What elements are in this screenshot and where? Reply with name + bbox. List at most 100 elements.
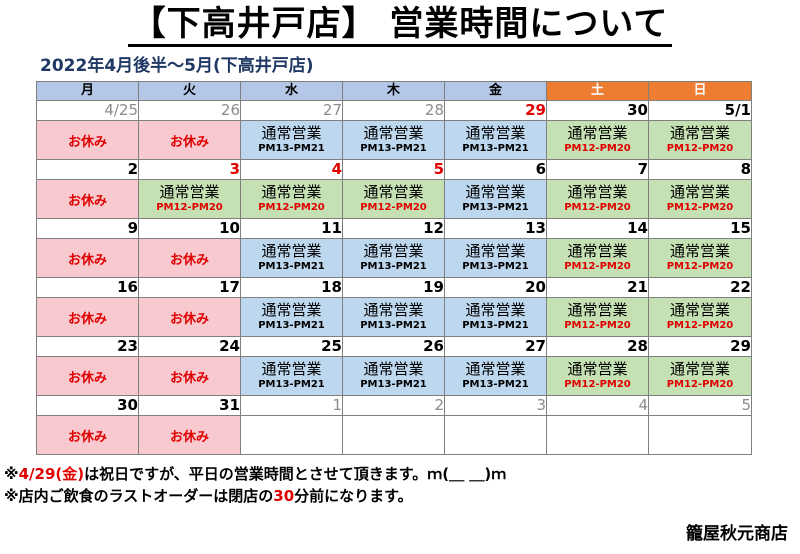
weekend-hours-cell: 通常営業 PM12-PM20 bbox=[546, 120, 649, 160]
closed-day-cell: お休み bbox=[36, 356, 139, 396]
weekend-hours-cell: 通常営業 PM12-PM20 bbox=[546, 297, 649, 337]
day-number: 26 bbox=[342, 336, 445, 357]
day-number: 1 bbox=[240, 395, 343, 416]
hours-label: PM13-PM21 bbox=[258, 320, 325, 331]
shop-name: 籠屋秋元商店 bbox=[686, 524, 788, 544]
weekday-hours-cell: 通常営業 PM13-PM21 bbox=[240, 297, 343, 337]
status-label: 通常営業 bbox=[261, 242, 322, 260]
hours-row: お休み 通常営業 PM12-PM20 通常営業 PM12-PM20 通常営業 PM12-PM… bbox=[36, 179, 752, 219]
weekday-hours-cell: 通常営業 PM13-PM21 bbox=[342, 120, 445, 160]
status-label: 通常営業 bbox=[159, 183, 220, 201]
hours-row: お休み お休み 通常営業 PM13-PM21 通常営業 PM13-PM21 通常営業 PM13… bbox=[36, 356, 752, 396]
page-title: 【下高井戸店】 営業時間について bbox=[0, 2, 800, 47]
status-label: 通常営業 bbox=[261, 124, 322, 142]
day-number: 31 bbox=[138, 395, 241, 416]
day-number: 4 bbox=[546, 395, 649, 416]
status-label: 通常営業 bbox=[363, 242, 424, 260]
weekday-header: 日 bbox=[648, 81, 752, 101]
weekday-hours-cell: 通常営業 PM13-PM21 bbox=[444, 179, 547, 219]
closed-day-cell: お休み bbox=[138, 238, 241, 278]
date-row: 23 24 25 26 27 28 29 bbox=[36, 336, 752, 357]
hours-label: PM12-PM20 bbox=[666, 261, 734, 272]
hours-label: PM12-PM20 bbox=[564, 143, 631, 154]
status-label: 通常営業 bbox=[465, 360, 526, 378]
empty-day-cell bbox=[240, 415, 343, 455]
hours-label: PM12-PM20 bbox=[258, 202, 325, 213]
weekend-hours-cell: 通常営業 PM12-PM20 bbox=[546, 356, 649, 396]
status-label: 通常営業 bbox=[669, 183, 730, 201]
hours-label: PM13-PM21 bbox=[360, 379, 427, 390]
day-number: 19 bbox=[342, 277, 445, 298]
empty-day-cell bbox=[444, 415, 547, 455]
calendar-body: 4/25 26 27 28 29 30 5/1 お休み お休み 通常営業 PM13-PM21 通常営業… bbox=[36, 100, 752, 455]
status-label: 通常営業 bbox=[465, 124, 526, 142]
weekday-header: 水 bbox=[240, 81, 343, 101]
business-hours-calendar: 月火水木金土日 4/25 26 27 28 29 30 5/1 お休み お休み 通常営業 PM13-… bbox=[36, 81, 752, 455]
day-number: 2 bbox=[342, 395, 445, 416]
page-title-text: 【下高井戸店】 営業時間について bbox=[127, 4, 673, 47]
status-label: 通常営業 bbox=[261, 183, 322, 201]
day-number: 24 bbox=[138, 336, 241, 357]
note-holiday: ※4/29(金)は祝日ですが、平日の営業時間とさせて頂きます。ｍ(＿ ＿)ｍ bbox=[4, 463, 506, 485]
note-holiday-date: 4/29(金) bbox=[18, 465, 85, 483]
day-number: 27 bbox=[444, 336, 547, 357]
weekday-header: 土 bbox=[546, 81, 649, 101]
hours-label: PM13-PM21 bbox=[258, 379, 325, 390]
day-number: 15 bbox=[648, 218, 752, 239]
hours-label: PM12-PM20 bbox=[666, 143, 734, 154]
status-label: 通常営業 bbox=[567, 124, 628, 142]
weekend-hours-cell: 通常営業 PM12-PM20 bbox=[648, 179, 752, 219]
status-label: 通常営業 bbox=[567, 301, 628, 319]
hours-label: PM13-PM21 bbox=[462, 143, 529, 154]
status-label: 通常営業 bbox=[465, 242, 526, 260]
status-label: 通常営業 bbox=[567, 183, 628, 201]
note-holiday-text: は祝日ですが、平日の営業時間とさせて頂きます。ｍ(＿ ＿)ｍ bbox=[84, 465, 507, 483]
hours-label: PM12-PM20 bbox=[564, 320, 631, 331]
note-last-order-minutes: 30 bbox=[273, 487, 295, 505]
day-number: 4 bbox=[240, 159, 343, 180]
weekday-hours-cell: 通常営業 PM13-PM21 bbox=[240, 238, 343, 278]
hours-label: PM13-PM21 bbox=[462, 261, 529, 272]
weekday-hours-cell: 通常営業 PM13-PM21 bbox=[444, 238, 547, 278]
day-number: 18 bbox=[240, 277, 343, 298]
day-number: 28 bbox=[342, 100, 445, 121]
day-number: 4/25 bbox=[36, 100, 139, 121]
closed-day-cell: お休み bbox=[36, 415, 139, 455]
status-label: 通常営業 bbox=[363, 124, 424, 142]
hours-label: PM12-PM20 bbox=[564, 261, 631, 272]
day-number: 6 bbox=[444, 159, 547, 180]
status-label: 通常営業 bbox=[669, 360, 730, 378]
weekday-hours-cell: 通常営業 PM13-PM21 bbox=[342, 297, 445, 337]
hours-label: PM12-PM20 bbox=[666, 320, 734, 331]
weekday-hours-cell: 通常営業 PM13-PM21 bbox=[444, 120, 547, 160]
weekend-hours-cell: 通常営業 PM12-PM20 bbox=[546, 238, 649, 278]
weekday-hours-cell: 通常営業 PM13-PM21 bbox=[342, 356, 445, 396]
note-last-order-prefix: ※店内ご飲食のラストオーダーは閉店の bbox=[4, 487, 274, 505]
hours-label: PM13-PM21 bbox=[258, 143, 325, 154]
closed-day-cell: お休み bbox=[36, 297, 139, 337]
weekend-hours-cell: 通常営業 PM12-PM20 bbox=[648, 356, 752, 396]
weekday-hours-cell: 通常営業 PM13-PM21 bbox=[240, 356, 343, 396]
day-number: 3 bbox=[444, 395, 547, 416]
closed-day-cell: お休み bbox=[138, 120, 241, 160]
hours-label: PM13-PM21 bbox=[462, 379, 529, 390]
notes: ※4/29(金)は祝日ですが、平日の営業時間とさせて頂きます。ｍ(＿ ＿)ｍ ※… bbox=[4, 463, 506, 507]
day-number: 14 bbox=[546, 218, 649, 239]
day-number: 5 bbox=[648, 395, 752, 416]
weekday-header: 月 bbox=[36, 81, 139, 101]
date-row: 30 31 1 2 3 4 5 bbox=[36, 395, 752, 416]
hours-row: お休み お休み 通常営業 PM13-PM21 通常営業 PM13-PM21 通常営業 PM13… bbox=[36, 297, 752, 337]
day-number: 21 bbox=[546, 277, 649, 298]
note-last-order: ※店内ご飲食のラストオーダーは閉店の30分前になります。 bbox=[4, 485, 506, 507]
status-label: 通常営業 bbox=[363, 360, 424, 378]
weekday-header-row: 月火水木金土日 bbox=[36, 81, 752, 101]
day-number: 26 bbox=[138, 100, 241, 121]
status-label: 通常営業 bbox=[465, 183, 526, 201]
day-number: 9 bbox=[36, 218, 139, 239]
hours-row: お休み お休み 通常営業 PM13-PM21 通常営業 PM13-PM21 通常営業 PM13… bbox=[36, 238, 752, 278]
closed-day-cell: お休み bbox=[36, 179, 139, 219]
date-row: 9 10 11 12 13 14 15 bbox=[36, 218, 752, 239]
status-label: 通常営業 bbox=[669, 242, 730, 260]
status-label: 通常営業 bbox=[669, 124, 730, 142]
day-number: 13 bbox=[444, 218, 547, 239]
